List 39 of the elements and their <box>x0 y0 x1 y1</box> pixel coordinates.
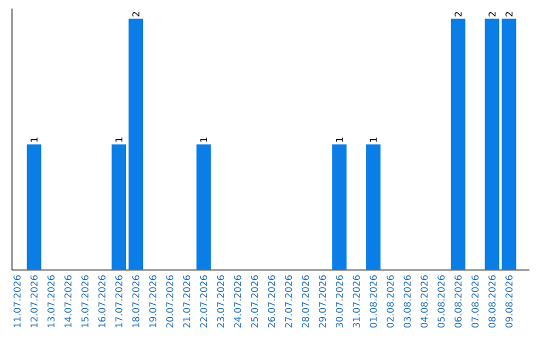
x-tick-label: 29.07.2026 <box>318 275 326 328</box>
data-label: 1 <box>115 138 122 142</box>
x-tick-label: 31.07.2026 <box>352 275 360 328</box>
x-tick-label: 20.07.2026 <box>166 275 174 328</box>
x-tick-label: 13.07.2026 <box>47 275 55 328</box>
x-tick-label: 11.07.2026 <box>14 275 21 328</box>
x-tick-label: 06.08.2026 <box>454 275 462 328</box>
data-label: 2 <box>454 12 462 16</box>
x-tick-label: 16.07.2026 <box>98 275 106 328</box>
x-tick-label: 03.08.2026 <box>404 275 411 328</box>
x-tick-label: 01.08.2026 <box>370 275 377 328</box>
x-tick-label: 18.07.2026 <box>132 275 140 328</box>
x-tick-label: 19.07.2026 <box>149 275 156 328</box>
x-tick-label: 17.07.2026 <box>115 275 122 328</box>
x-tick-label: 04.08.2026 <box>420 275 428 328</box>
x-tick-label: 15.07.2026 <box>81 275 88 328</box>
x-tick-label: 30.07.2026 <box>336 275 343 328</box>
x-tick-label: 24.07.2026 <box>234 275 242 328</box>
x-tick-label: 28.07.2026 <box>302 275 309 328</box>
data-label: 1 <box>30 138 38 142</box>
data-label: 2 <box>132 12 140 16</box>
x-tick-label: 25.07.2026 <box>251 275 258 328</box>
x-tick-label: 21.07.2026 <box>183 275 190 328</box>
data-label: 1 <box>370 138 377 142</box>
data-label: 1 <box>200 138 208 142</box>
x-tick-label: 22.07.2026 <box>200 275 208 328</box>
x-tick-label: 23.07.2026 <box>217 275 224 328</box>
x-tick-label: 14.07.2026 <box>64 275 72 328</box>
x-tick-label: 27.07.2026 <box>284 275 292 328</box>
x-tick-label: 26.07.2026 <box>268 275 276 328</box>
x-tick-label: 02.08.2026 <box>386 275 394 328</box>
x-tick-label: 07.08.2026 <box>472 275 479 328</box>
x-tick-label: 12.07.2026 <box>30 275 38 328</box>
x-tick-label: 09.08.2026 <box>505 275 513 328</box>
data-label: 1 <box>336 138 343 142</box>
x-tick-label: 08.08.2026 <box>488 275 496 328</box>
data-label: 2 <box>506 12 512 16</box>
data-label: 2 <box>488 12 496 16</box>
x-tick-label: 05.08.2026 <box>438 275 445 328</box>
